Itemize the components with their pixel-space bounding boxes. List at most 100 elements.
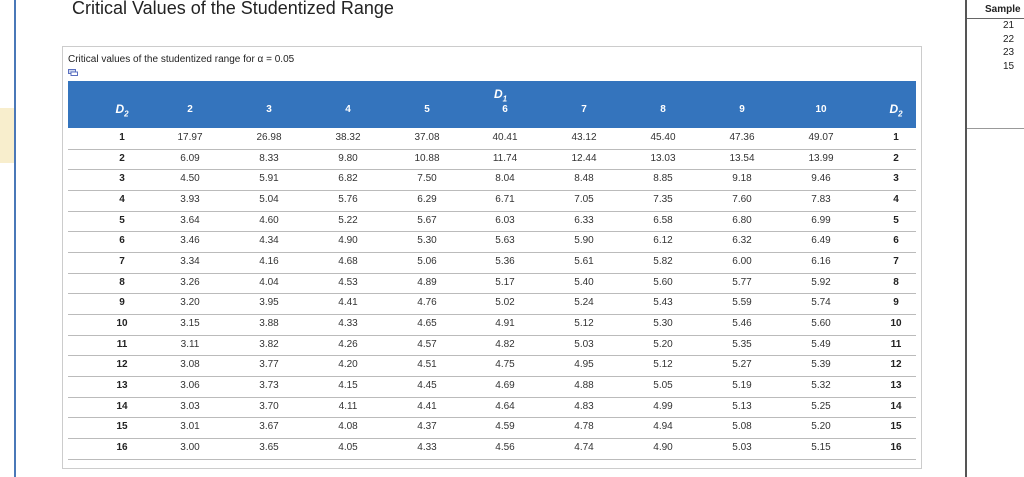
table-header: D1 D2 2 3 4 5 6 7 8 9 10 D2 bbox=[68, 81, 916, 128]
table-cell: 7.35 bbox=[653, 194, 673, 205]
table-cell: 4.82 bbox=[495, 338, 515, 350]
table-cell: 17.97 bbox=[177, 132, 203, 143]
table-cell: 5.76 bbox=[338, 194, 358, 205]
table-cell: 3.95 bbox=[259, 297, 279, 309]
row-label-right: 13 bbox=[890, 380, 902, 392]
table-cell: 5.60 bbox=[653, 276, 673, 288]
table-cell: 5.74 bbox=[811, 297, 831, 309]
table-cell: 37.08 bbox=[414, 132, 440, 143]
table-cell: 3.73 bbox=[259, 380, 279, 392]
row-label-right: 11 bbox=[890, 338, 902, 350]
table-cell: 4.41 bbox=[338, 297, 358, 309]
table-cell: 26.98 bbox=[256, 132, 282, 143]
table-cell: 4.94 bbox=[653, 421, 673, 433]
table-cell: 49.07 bbox=[808, 132, 834, 143]
table-cell: 4.34 bbox=[259, 235, 279, 247]
table-cell: 11.74 bbox=[492, 152, 518, 164]
row-header-label: D2 bbox=[889, 102, 903, 119]
table-cell: 4.68 bbox=[338, 256, 358, 268]
table-cell: 5.77 bbox=[732, 276, 752, 288]
table-cell: 4.65 bbox=[417, 318, 437, 330]
table-cell: 6.58 bbox=[653, 214, 673, 226]
table-cell: 4.76 bbox=[417, 297, 437, 309]
table-row: 2 6.09 8.33 9.80 10.88 11.74 12.44 13.03 13.54 13… bbox=[68, 149, 916, 171]
table-row: 5 3.64 4.60 5.22 5.67 6.03 6.33 6.58 6.80 6.99 5 bbox=[68, 211, 916, 233]
sample-header-rule bbox=[967, 18, 1024, 19]
table-cell: 6.33 bbox=[574, 214, 594, 226]
table-cell: 13.99 bbox=[808, 152, 834, 164]
sample-bottom-rule bbox=[967, 128, 1024, 129]
table-cell: 3.15 bbox=[180, 318, 200, 330]
table-cell: 4.11 bbox=[338, 400, 358, 412]
table-cell: 5.59 bbox=[732, 297, 752, 309]
table-cell: 5.43 bbox=[653, 297, 673, 309]
column-header: 7 bbox=[581, 104, 587, 115]
table-cell: 4.50 bbox=[180, 173, 200, 185]
table-cell: 13.03 bbox=[650, 152, 676, 164]
sample-header: Sample bbox=[985, 4, 1021, 15]
row-label: 16 bbox=[116, 442, 128, 454]
table-cell: 6.71 bbox=[495, 194, 515, 205]
sample-value: 15 bbox=[1003, 60, 1015, 72]
table-cell: 5.36 bbox=[495, 256, 515, 268]
left-panel-highlight bbox=[0, 108, 14, 163]
table-cell: 5.60 bbox=[811, 318, 831, 330]
table-cell: 6.00 bbox=[732, 256, 752, 268]
table-cell: 4.60 bbox=[259, 214, 279, 226]
table-cell: 3.00 bbox=[180, 442, 200, 454]
table-cell: 40.41 bbox=[492, 132, 518, 143]
table-row: 4 3.93 5.04 5.76 6.29 6.71 7.05 7.35 7.60 7.83 4 bbox=[68, 190, 916, 212]
table-cell: 6.49 bbox=[811, 235, 831, 247]
table-cell: 5.49 bbox=[811, 338, 831, 350]
table-cell: 9.46 bbox=[811, 173, 831, 185]
table-cell: 5.32 bbox=[811, 380, 831, 392]
column-header: 6 bbox=[502, 104, 508, 115]
table-cell: 4.78 bbox=[574, 421, 594, 433]
table-cell: 5.03 bbox=[574, 338, 594, 350]
row-label: 7 bbox=[119, 256, 125, 268]
row-label: 6 bbox=[119, 235, 125, 247]
table-cell: 47.36 bbox=[729, 132, 755, 143]
table-cell: 5.13 bbox=[732, 400, 752, 412]
table-cell: 5.40 bbox=[574, 276, 594, 288]
table-row: 9 3.20 3.95 4.41 4.76 5.02 5.24 5.43 5.59 5.74 9 bbox=[68, 293, 916, 316]
table-cell: 5.39 bbox=[811, 359, 831, 371]
table-cell: 4.16 bbox=[259, 256, 279, 268]
row-label: 8 bbox=[119, 276, 125, 288]
table-cell: 6.32 bbox=[732, 235, 752, 247]
row-label-right: 9 bbox=[893, 297, 899, 309]
row-label: 2 bbox=[119, 152, 125, 164]
table-cell: 7.05 bbox=[574, 194, 594, 205]
row-label-right: 1 bbox=[893, 132, 899, 143]
column-header: 2 bbox=[187, 104, 193, 115]
column-header: 3 bbox=[266, 104, 272, 115]
table-cell: 4.89 bbox=[417, 276, 437, 288]
table-cell: 8.48 bbox=[574, 173, 594, 185]
table-cell: 3.03 bbox=[180, 400, 200, 412]
table-cell: 8.04 bbox=[495, 173, 515, 185]
table-cell: 4.51 bbox=[417, 359, 437, 371]
row-label: 12 bbox=[116, 359, 128, 371]
panel-divider bbox=[965, 0, 967, 477]
table-row: 12 3.08 3.77 4.20 4.51 4.75 4.95 5.12 5.27 5.39 12 bbox=[68, 355, 916, 378]
table-cell: 6.80 bbox=[732, 214, 752, 226]
row-label: 4 bbox=[119, 194, 125, 205]
row-label-right: 6 bbox=[893, 235, 899, 247]
table-cell: 3.67 bbox=[259, 421, 279, 433]
table-cell: 4.05 bbox=[338, 442, 358, 454]
row-label-right: 15 bbox=[890, 421, 902, 433]
table-row: 11 3.11 3.82 4.26 4.57 4.82 5.03 5.20 5.35 5.49 11 bbox=[68, 335, 916, 357]
expand-table-icon[interactable] bbox=[68, 69, 78, 76]
table-cell: 5.20 bbox=[811, 421, 831, 433]
table-cell: 4.57 bbox=[417, 338, 437, 350]
table-cell: 5.90 bbox=[574, 235, 594, 247]
table-cell: 3.77 bbox=[259, 359, 279, 371]
row-label: 13 bbox=[116, 380, 128, 392]
table-cell: 4.83 bbox=[574, 400, 594, 412]
row-label-right: 7 bbox=[893, 256, 899, 268]
table-cell: 6.99 bbox=[811, 214, 831, 226]
table-cell: 3.46 bbox=[180, 235, 200, 247]
table-row: 3 4.50 5.91 6.82 7.50 8.04 8.48 8.85 9.18 9.46 3 bbox=[68, 169, 916, 191]
table-cell: 4.95 bbox=[574, 359, 594, 371]
table-cell: 13.54 bbox=[729, 152, 755, 164]
